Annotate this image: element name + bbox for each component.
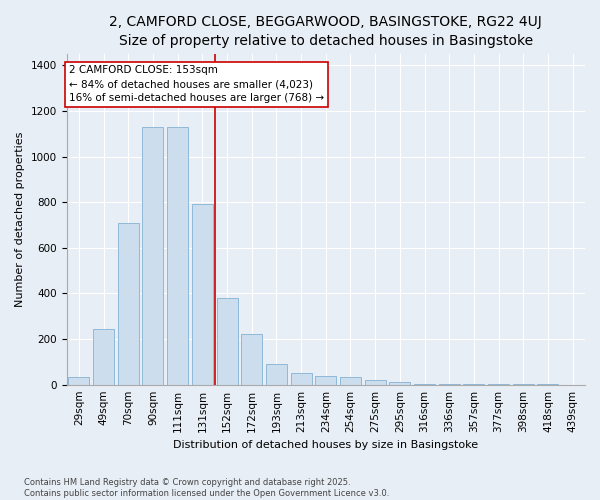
Bar bbox=[118, 222, 139, 384]
Y-axis label: Number of detached properties: Number of detached properties bbox=[15, 132, 25, 307]
Title: 2, CAMFORD CLOSE, BEGGARWOOD, BASINGSTOKE, RG22 4UJ
Size of property relative to: 2, CAMFORD CLOSE, BEGGARWOOD, BASINGSTOK… bbox=[109, 15, 542, 48]
Text: Contains HM Land Registry data © Crown copyright and database right 2025.
Contai: Contains HM Land Registry data © Crown c… bbox=[24, 478, 389, 498]
Bar bbox=[93, 329, 114, 384]
Bar bbox=[217, 298, 238, 384]
Bar bbox=[266, 364, 287, 384]
Bar bbox=[365, 380, 386, 384]
Bar bbox=[389, 382, 410, 384]
Bar bbox=[167, 127, 188, 384]
Bar bbox=[290, 374, 311, 384]
X-axis label: Distribution of detached houses by size in Basingstoke: Distribution of detached houses by size … bbox=[173, 440, 478, 450]
Bar bbox=[68, 376, 89, 384]
Bar bbox=[142, 127, 163, 384]
Bar bbox=[340, 376, 361, 384]
Bar bbox=[315, 376, 336, 384]
Bar bbox=[241, 334, 262, 384]
Bar bbox=[192, 204, 213, 384]
Text: 2 CAMFORD CLOSE: 153sqm
← 84% of detached houses are smaller (4,023)
16% of semi: 2 CAMFORD CLOSE: 153sqm ← 84% of detache… bbox=[69, 65, 324, 103]
